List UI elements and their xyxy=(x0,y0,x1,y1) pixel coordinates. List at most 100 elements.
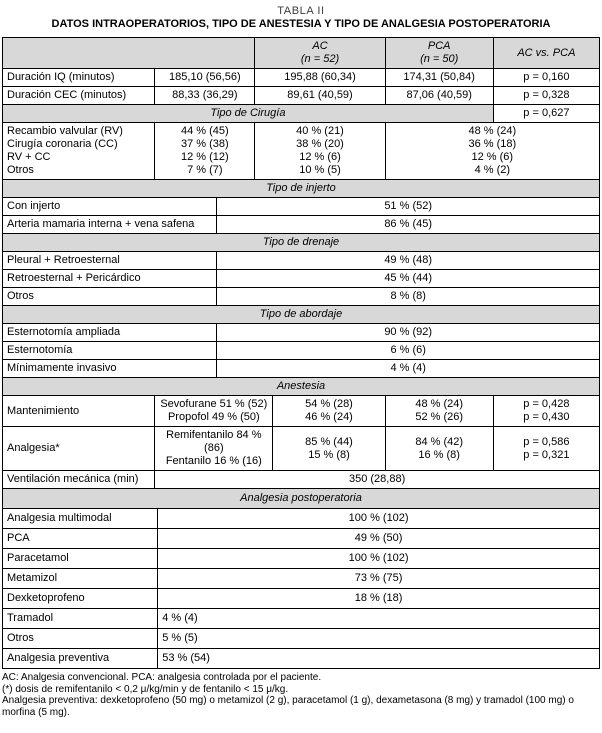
maintenance-ac-line: 54 % (28) xyxy=(305,398,353,410)
maintenance-pca-line: 52 % (26) xyxy=(415,411,464,423)
surgery-ac-value: 12 % (6) xyxy=(299,151,341,163)
row-esternotomia: Esternotomía 6 % (6) xyxy=(1,341,600,360)
table-mid-section: Tipo de injerto Con injerto 51 % (52) Ar… xyxy=(1,179,600,378)
header-col-pca: PCA (n = 50) xyxy=(384,37,494,69)
row-value: 8 % (8) xyxy=(216,287,600,306)
row-value: 90 % (92) xyxy=(216,323,600,342)
row-value: 4 % (4) xyxy=(216,359,600,378)
row-pleural-retroesternal: Pleural + Retroesternal 49 % (48) xyxy=(1,251,600,270)
row-postop-otros: Otros 5 % (5) xyxy=(1,628,600,649)
row-drenaje-otros: Otros 8 % (8) xyxy=(1,287,600,306)
row-retroesternal-pericardico: Retroesternal + Pericárdico 45 % (44) xyxy=(1,269,600,288)
analgesia-p-line: p = 0,321 xyxy=(523,448,570,461)
row-value: 45 % (44) xyxy=(216,269,600,288)
row-value: 4 % (4) xyxy=(157,608,600,629)
surgery-pca-value: 36 % (18) xyxy=(468,138,517,150)
band-row-tipo-injerto: Tipo de injerto xyxy=(2,179,600,198)
row-con-injerto: Con injerto 51 % (52) xyxy=(1,197,600,216)
row-label: Con injerto xyxy=(1,197,218,216)
analgesia-total-line: Remifentanilo 84 % xyxy=(166,429,262,441)
surgery-total-value: 37 % (38) xyxy=(180,138,229,150)
row-label: PCA xyxy=(1,528,159,549)
band-row-tipo-cirugia: Tipo de Cirugía p = 0,627 xyxy=(2,104,601,123)
band-row-tipo-abordaje: Tipo de abordaje xyxy=(2,305,600,324)
row-value: 100 % (102) xyxy=(157,548,600,569)
row-label: Analgesia preventiva xyxy=(1,648,159,669)
row-label: Dexketoprofeno xyxy=(1,588,159,609)
row-analgesia-multimodal: Analgesia multimodal 100 % (102) xyxy=(1,508,600,529)
row-value: 100 % (102) xyxy=(157,508,600,529)
row-esternotomia-ampliada: Esternotomía ampliada 90 % (92) xyxy=(1,323,600,342)
row-duracion-cec: Duración CEC (minutos) 88,33 (36,29) 89,… xyxy=(1,86,601,105)
header-empty-cell xyxy=(1,37,256,69)
surgery-total-value: 44 % (45) xyxy=(180,125,229,137)
row-metamizol: Metamizol 73 % (75) xyxy=(1,568,600,589)
row-label: Mantenimiento xyxy=(1,395,156,427)
row-analgesia-intraop: Analgesia* Remifentanilo 84 % (86) Fenta… xyxy=(1,426,601,471)
row-dexketoprofeno: Dexketoprofeno 18 % (18) xyxy=(1,588,600,609)
header-col-ac: AC (n = 52) xyxy=(254,37,386,69)
analgesia-ac-line: 85 % (44) xyxy=(305,435,353,448)
table-subtitle: DATOS INTRAOPERATORIOS, TIPO DE ANESTESI… xyxy=(51,18,551,30)
row-duracion-iq: Duración IQ (minutos) 185,10 (56,56) 195… xyxy=(1,68,601,87)
value-ac: 195,88 (60,34) xyxy=(254,68,386,87)
row-value: 73 % (75) xyxy=(157,568,600,589)
surgery-label: Recambio valvular (RV) xyxy=(7,125,123,137)
maintenance-p-line: p = 0,430 xyxy=(523,411,570,423)
surgery-ac-cell: 40 % (21) 38 % (20) 12 % (6) 10 % (5) xyxy=(254,122,386,180)
row-analgesia-preventiva: Analgesia preventiva 53 % (54) xyxy=(1,648,600,669)
surgery-ac-value: 38 % (20) xyxy=(296,138,344,150)
footnote-doses: (*) dosis de remifentanilo < 0,2 μ/kg/mi… xyxy=(2,683,289,695)
maintenance-ac-line: 46 % (24) xyxy=(305,411,353,423)
row-value: 49 % (48) xyxy=(216,251,600,270)
row-value: 350 (28,88) xyxy=(154,470,600,489)
row-value: 6 % (6) xyxy=(216,341,600,360)
section-band-tipo-drenaje: Tipo de drenaje xyxy=(2,233,600,252)
row-value: 49 % (50) xyxy=(157,528,600,549)
value-p: p = 0,328 xyxy=(492,86,601,105)
section-band-analgesia-postop: Analgesia postoperatoria xyxy=(2,488,600,509)
analgesia-p-cell: p = 0,586 p = 0,321 xyxy=(492,426,601,471)
row-paracetamol: Paracetamol 100 % (102) xyxy=(1,548,600,569)
header-ac-n: (n = 52) xyxy=(300,53,340,65)
surgery-label: Cirugía coronaria (CC) xyxy=(7,138,118,150)
value-pca: 174,31 (50,84) xyxy=(384,68,494,87)
section-band-tipo-injerto: Tipo de injerto xyxy=(2,179,600,198)
analgesia-pca-line: 84 % (42) xyxy=(415,435,464,448)
table-number-title: TABLA II xyxy=(277,5,325,17)
value-p-cirugia: p = 0,627 xyxy=(492,104,601,123)
row-value: 51 % (52) xyxy=(216,197,600,216)
maintenance-p-line: p = 0,428 xyxy=(523,398,570,410)
table-header-row: AC (n = 52) PCA (n = 50) AC vs. PCA xyxy=(1,37,601,69)
row-label: Otros xyxy=(1,287,218,306)
row-tramadol: Tramadol 4 % (4) xyxy=(1,608,600,629)
row-label: Arteria mamaria interna + vena safena xyxy=(1,215,218,234)
value-p: p = 0,160 xyxy=(492,68,601,87)
maintenance-pca-cell: 48 % (24) 52 % (26) xyxy=(384,395,494,427)
surgery-ac-value: 10 % (5) xyxy=(299,164,341,176)
surgery-ac-value: 40 % (21) xyxy=(296,125,344,137)
footnote-preventive-analgesia: Analgesia preventiva: dexketoprofeno (50… xyxy=(2,695,574,718)
row-value: 5 % (5) xyxy=(157,628,600,649)
row-label: Pleural + Retroesternal xyxy=(1,251,218,270)
section-band-tipo-cirugia: Tipo de Cirugía xyxy=(2,104,494,123)
table-anestesia-section: Anestesia Mantenimiento Sevofurane 51 % … xyxy=(1,377,601,489)
maintenance-total-line: Propofol 49 % (50) xyxy=(167,411,260,423)
surgery-total-cell: 44 % (45) 37 % (38) 12 % (12) 7 % (7) xyxy=(154,122,256,180)
analgesia-ac-line: 15 % (8) xyxy=(308,448,350,461)
maintenance-pca-line: 48 % (24) xyxy=(415,398,464,410)
table-postop-section: Analgesia postoperatoria Analgesia multi… xyxy=(1,488,600,669)
row-pca: PCA 49 % (50) xyxy=(1,528,600,549)
row-label: Paracetamol xyxy=(1,548,159,569)
row-label: Tramadol xyxy=(1,608,159,629)
row-label: Duración CEC (minutos) xyxy=(1,86,156,105)
row-label: Esternotomía ampliada xyxy=(1,323,218,342)
header-col-vs: AC vs. PCA xyxy=(492,37,601,69)
maintenance-ac-cell: 54 % (28) 46 % (24) xyxy=(272,395,386,427)
surgery-total-value: 12 % (12) xyxy=(180,151,229,163)
surgery-pca-value: 48 % (24) xyxy=(468,125,517,137)
section-band-tipo-abordaje: Tipo de abordaje xyxy=(2,305,600,324)
surgery-label: Otros xyxy=(7,164,34,176)
row-label: Ventilación mecánica (min) xyxy=(1,470,156,489)
